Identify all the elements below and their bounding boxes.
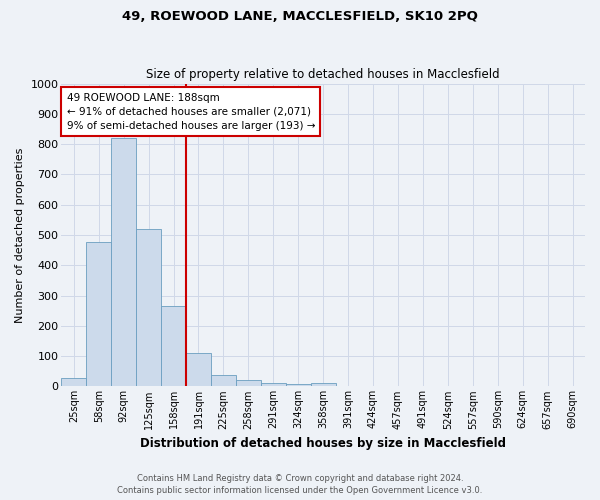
Text: 49 ROEWOOD LANE: 188sqm
← 91% of detached houses are smaller (2,071)
9% of semi-: 49 ROEWOOD LANE: 188sqm ← 91% of detache…: [67, 92, 315, 130]
Bar: [211, 375, 236, 386]
Title: Size of property relative to detached houses in Macclesfield: Size of property relative to detached ho…: [146, 68, 500, 81]
Bar: [136, 229, 161, 386]
Bar: [236, 380, 261, 386]
Bar: [286, 384, 311, 386]
Bar: [61, 378, 86, 386]
Text: Contains HM Land Registry data © Crown copyright and database right 2024.
Contai: Contains HM Land Registry data © Crown c…: [118, 474, 482, 495]
Bar: [86, 242, 111, 386]
Text: 49, ROEWOOD LANE, MACCLESFIELD, SK10 2PQ: 49, ROEWOOD LANE, MACCLESFIELD, SK10 2PQ: [122, 10, 478, 23]
X-axis label: Distribution of detached houses by size in Macclesfield: Distribution of detached houses by size …: [140, 437, 506, 450]
Bar: [311, 384, 335, 386]
Bar: [111, 138, 136, 386]
Bar: [261, 384, 286, 386]
Bar: [161, 306, 186, 386]
Bar: [186, 353, 211, 386]
Y-axis label: Number of detached properties: Number of detached properties: [15, 148, 25, 322]
